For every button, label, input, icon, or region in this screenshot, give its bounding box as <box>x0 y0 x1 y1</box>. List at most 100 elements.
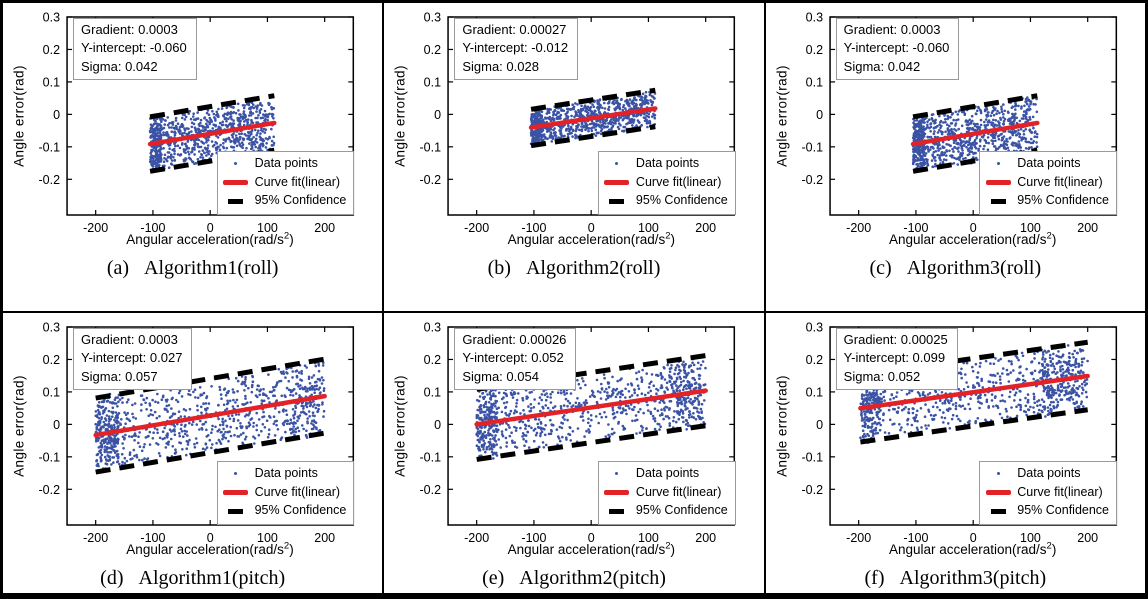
svg-text:0.3: 0.3 <box>805 11 822 25</box>
x-axis-label: Angular acceleration(rad/s2) <box>126 540 294 557</box>
x-axis-label-end: ) <box>1051 232 1057 247</box>
plot-canvas-d: -200 -100 0 100 200 0.3 0.2 0.1 0 -0.1 -0.2 <box>38 321 355 545</box>
legend-item-curve-fit: Curve fit(linear) <box>985 175 1109 191</box>
legend-label: Data points <box>635 466 700 481</box>
caption-label: Algorithm2(roll) <box>525 257 661 279</box>
stats-box: Gradient: 0.00025 Y-intercept: 0.099 Sig… <box>835 328 958 391</box>
legend-label: Curve fit(linear) <box>635 174 722 189</box>
subplot-caption: (b) Algorithm2(roll) <box>384 257 763 280</box>
legend-label: Curve fit(linear) <box>254 484 341 499</box>
caption-index: (b) <box>487 257 511 279</box>
legend-item-confidence: 95% Confidence <box>985 193 1109 209</box>
y-axis-label: Angle error(rad) <box>774 375 790 477</box>
svg-text:0: 0 <box>53 108 60 122</box>
scatter-marker-icon <box>604 162 630 166</box>
x-axis-label-end: ) <box>1051 542 1057 557</box>
x-axis-label: Angular acceleration(rad/s2) <box>889 230 1057 247</box>
svg-text:-200: -200 <box>83 221 108 235</box>
legend-label: Curve fit(linear) <box>1017 174 1103 189</box>
legend-item-curve-fit: Curve fit(linear) <box>223 175 347 191</box>
legend: Data points Curve fit(linear) 95% Confid… <box>597 461 736 525</box>
fit-line-marker-icon <box>604 490 630 496</box>
legend-item-curve-fit: Curve fit(linear) <box>223 485 347 501</box>
subplot-b: -200 -100 0 100 200 0.3 0.2 0.1 0 -0.1 -0.2 Angle … <box>384 3 764 311</box>
svg-text:0: 0 <box>969 221 976 235</box>
legend-label: 95% Confidence <box>1017 193 1109 208</box>
legend-label: 95% Confidence <box>254 503 347 518</box>
y-axis-label: Angle error(rad) <box>392 65 408 167</box>
svg-text:-0.2: -0.2 <box>38 173 60 187</box>
stat-sigma: Sigma: 0.042 <box>81 58 158 74</box>
y-axis-label: Angle error(rad) <box>11 375 27 477</box>
fit-line-marker-icon <box>604 180 630 186</box>
x-axis-label-superscript: 2 <box>665 540 671 552</box>
legend-label: 95% Confidence <box>635 193 728 208</box>
caption-index: (a) <box>106 257 130 279</box>
subplot-caption: (f) Algorithm3(pitch) <box>766 567 1145 590</box>
legend-item-data-points: Data points <box>985 156 1109 172</box>
x-axis-label-end: ) <box>670 232 676 247</box>
svg-text:0: 0 <box>434 108 441 122</box>
subplot-caption: (a) Algorithm1(roll) <box>3 257 382 280</box>
stat-gradient: Gradient: 0.0003 <box>81 22 178 37</box>
plot-area-f: -200 -100 0 100 200 0.3 0.2 0.1 0 -0.1 -0.2 Angle … <box>766 313 1145 565</box>
stat-y-intercept: Y-intercept: -0.012 <box>462 40 569 56</box>
svg-text:200: 200 <box>696 221 717 235</box>
scatter-marker-icon <box>985 162 1011 166</box>
legend-label: Data points <box>1017 466 1081 481</box>
confidence-marker-icon <box>604 198 630 204</box>
svg-text:-0.1: -0.1 <box>38 140 60 154</box>
caption-label: Algorithm3(pitch) <box>899 567 1047 589</box>
fit-line-marker-icon <box>985 490 1011 496</box>
subplot-f: -200 -100 0 100 200 0.3 0.2 0.1 0 -0.1 -0.2 Angle … <box>765 313 1145 593</box>
x-axis-label-superscript: 2 <box>665 230 671 242</box>
caption-label: Algorithm2(pitch) <box>519 567 666 589</box>
svg-text:0.3: 0.3 <box>424 11 441 25</box>
stats-box: Gradient: 0.0003 Y-intercept: 0.027 Sigm… <box>73 328 193 391</box>
stat-gradient: Gradient: 0.0003 <box>81 332 178 347</box>
scatter-marker-icon <box>223 162 249 166</box>
legend-label: Data points <box>1017 156 1081 171</box>
svg-text:100: 100 <box>257 221 278 235</box>
svg-text:0.3: 0.3 <box>43 11 60 25</box>
caption-index: (e) <box>482 567 505 589</box>
legend: Data points Curve fit(linear) 95% Confid… <box>979 461 1117 525</box>
legend-item-curve-fit: Curve fit(linear) <box>985 485 1109 501</box>
caption-index: (f) <box>864 567 885 589</box>
svg-text:0.3: 0.3 <box>43 321 60 335</box>
legend-item-data-points: Data points <box>604 466 728 482</box>
x-axis-label-superscript: 2 <box>283 540 290 552</box>
svg-text:100: 100 <box>1020 221 1041 235</box>
svg-text:0: 0 <box>53 418 60 432</box>
x-axis-label-end: ) <box>289 542 294 557</box>
svg-text:0.1: 0.1 <box>43 75 60 89</box>
x-axis-label-superscript: 2 <box>1046 230 1052 242</box>
caption-index: (c) <box>869 257 892 279</box>
y-axis-label: Angle error(rad) <box>774 65 790 167</box>
svg-text:-200: -200 <box>846 221 871 235</box>
svg-text:0.1: 0.1 <box>805 75 822 89</box>
stat-gradient: Gradient: 0.00025 <box>843 332 948 347</box>
svg-text:-0.1: -0.1 <box>801 140 823 154</box>
scatter-marker-icon <box>223 472 249 476</box>
legend: Data points Curve fit(linear) 95% Confid… <box>216 151 355 215</box>
svg-text:-100: -100 <box>903 221 928 235</box>
confidence-marker-icon <box>223 198 249 204</box>
x-axis-label-main: Angular acceleration(rad/s <box>507 542 666 557</box>
svg-text:-100: -100 <box>140 221 165 235</box>
stats-box: Gradient: 0.00027 Y-intercept: -0.012 Si… <box>454 18 579 81</box>
svg-text:0: 0 <box>207 221 214 235</box>
svg-text:0: 0 <box>588 221 595 235</box>
svg-text:0.1: 0.1 <box>424 75 441 89</box>
legend-label: 95% Confidence <box>635 503 728 518</box>
svg-text:-200: -200 <box>83 531 108 545</box>
svg-text:100: 100 <box>638 221 659 235</box>
subplot-caption: (d) Algorithm1(pitch) <box>3 567 382 590</box>
svg-text:0.2: 0.2 <box>43 43 60 57</box>
caption-label: Algorithm1(pitch) <box>138 567 286 589</box>
caption-index: (d) <box>100 567 124 589</box>
x-axis-label: Angular acceleration(rad/s2) <box>507 540 675 557</box>
stat-y-intercept: Y-intercept: -0.060 <box>81 40 187 56</box>
x-axis-label: Angular acceleration(rad/s2) <box>889 541 1057 557</box>
